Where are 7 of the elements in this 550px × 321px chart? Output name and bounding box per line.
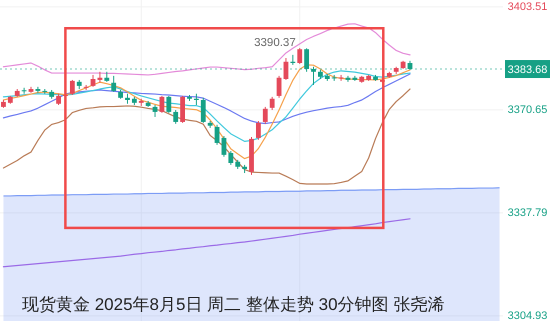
- y-tick-label: 3304.93: [508, 310, 548, 321]
- ref-line-label: 3383.68: [508, 64, 548, 76]
- y-tick-label: 3403.51: [508, 0, 548, 13]
- y-tick-label: 3370.65: [508, 104, 548, 116]
- text: 现货黄金 2025年8月5日 周二 整体走势 30分钟图 张尧浠: [22, 295, 444, 314]
- annotation: 3390.37: [254, 37, 296, 50]
- y-tick-label: 3337.79: [508, 206, 548, 219]
